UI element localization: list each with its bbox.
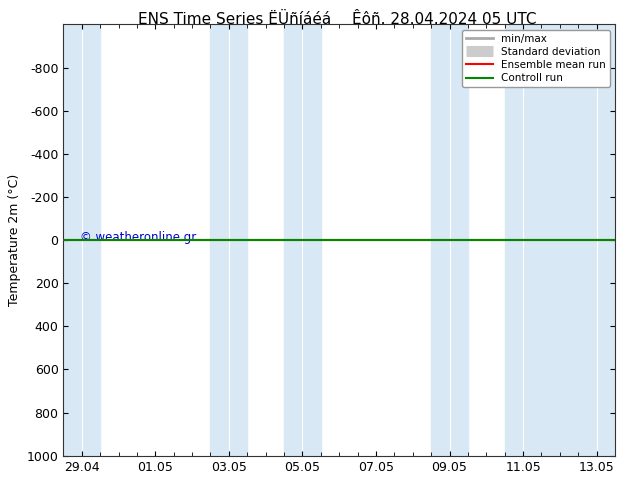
Text: © weatheronline.gr: © weatheronline.gr [80,231,196,245]
Bar [63,24,100,456]
Bar [284,24,321,456]
Bar [431,24,468,456]
Text: Êôñ. 28.04.2024 05 UTC: Êôñ. 28.04.2024 05 UTC [351,12,536,27]
Bar [505,24,615,456]
Legend: min/max, Standard deviation, Ensemble mean run, Controll run: min/max, Standard deviation, Ensemble me… [462,30,610,87]
Text: ENS Time Series ËÜñíáéá: ENS Time Series ËÜñíáéá [138,12,331,27]
Bar [210,24,247,456]
Y-axis label: Temperature 2m (°C): Temperature 2m (°C) [8,174,21,306]
